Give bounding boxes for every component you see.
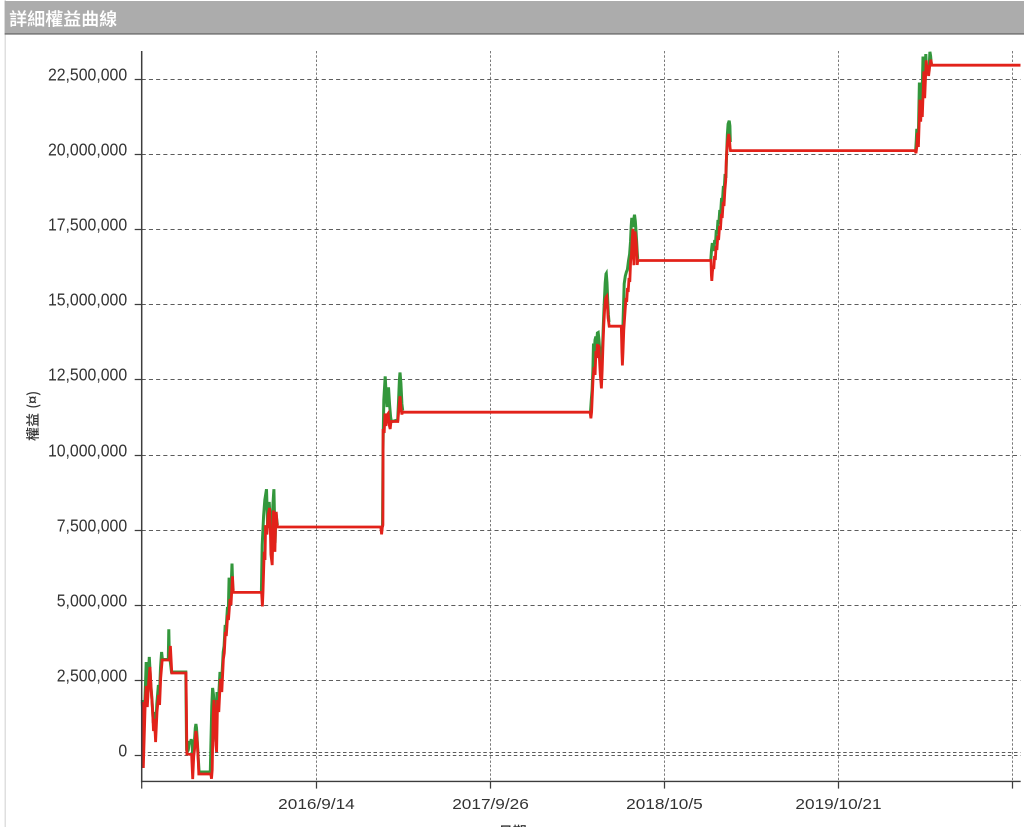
svg-text:2017/9/26: 2017/9/26 <box>452 797 529 813</box>
svg-text:15,000,000: 15,000,000 <box>48 290 127 310</box>
svg-text:20,000,000: 20,000,000 <box>48 140 127 160</box>
svg-text:22,500,000: 22,500,000 <box>48 65 127 85</box>
svg-text:2016/9/14: 2016/9/14 <box>278 797 355 813</box>
svg-text:2018/10/5: 2018/10/5 <box>626 797 703 813</box>
svg-text:10,000,000: 10,000,000 <box>48 441 127 461</box>
svg-text:5,000,000: 5,000,000 <box>57 591 127 611</box>
svg-text:17,500,000: 17,500,000 <box>48 215 127 235</box>
svg-text:7,500,000: 7,500,000 <box>57 516 127 536</box>
svg-text:12,500,000: 12,500,000 <box>48 365 127 385</box>
svg-text:0: 0 <box>118 741 127 761</box>
svg-text:2019/10/21: 2019/10/21 <box>795 797 881 813</box>
svg-text:2,500,000: 2,500,000 <box>57 666 127 686</box>
